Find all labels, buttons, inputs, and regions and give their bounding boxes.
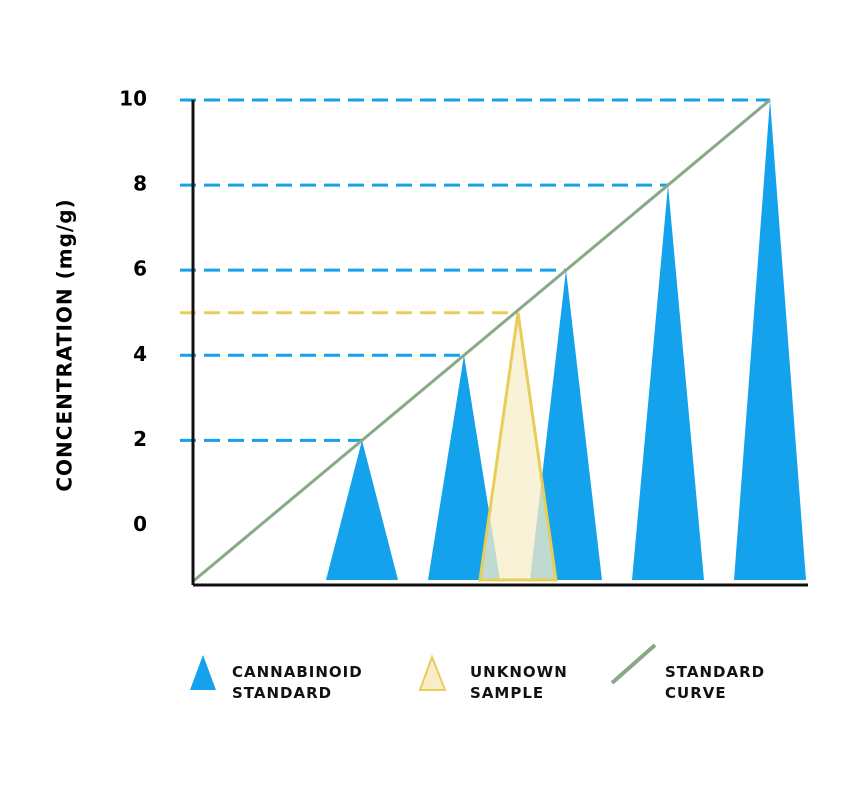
legend-curve: STANDARD CURVE bbox=[665, 663, 766, 702]
standard-peak bbox=[734, 100, 806, 580]
standard-peak bbox=[530, 270, 602, 580]
y-tick-label: 6 bbox=[133, 257, 147, 281]
standard-curve bbox=[191, 98, 771, 584]
legend-icon-curve bbox=[610, 643, 657, 685]
y-tick-label: 10 bbox=[119, 87, 147, 111]
unknown-peak bbox=[478, 312, 558, 582]
standard-peak bbox=[428, 355, 500, 580]
legend-icon-standard bbox=[190, 655, 216, 690]
y-tick-label: 0 bbox=[133, 512, 147, 536]
legend-icon-unknown bbox=[418, 654, 447, 691]
y-axis-label: CONCENTRATION (mg/g) bbox=[53, 198, 77, 491]
legend-standard: CANNABINOID STANDARD bbox=[232, 663, 363, 702]
y-tick-label: 8 bbox=[133, 172, 147, 196]
standard-peak bbox=[632, 185, 704, 581]
legend-unknown: UNKNOWN SAMPLE bbox=[470, 663, 568, 702]
standard-peak bbox=[326, 440, 398, 580]
y-tick-label: 4 bbox=[133, 342, 147, 366]
y-tick-label: 2 bbox=[133, 427, 147, 451]
